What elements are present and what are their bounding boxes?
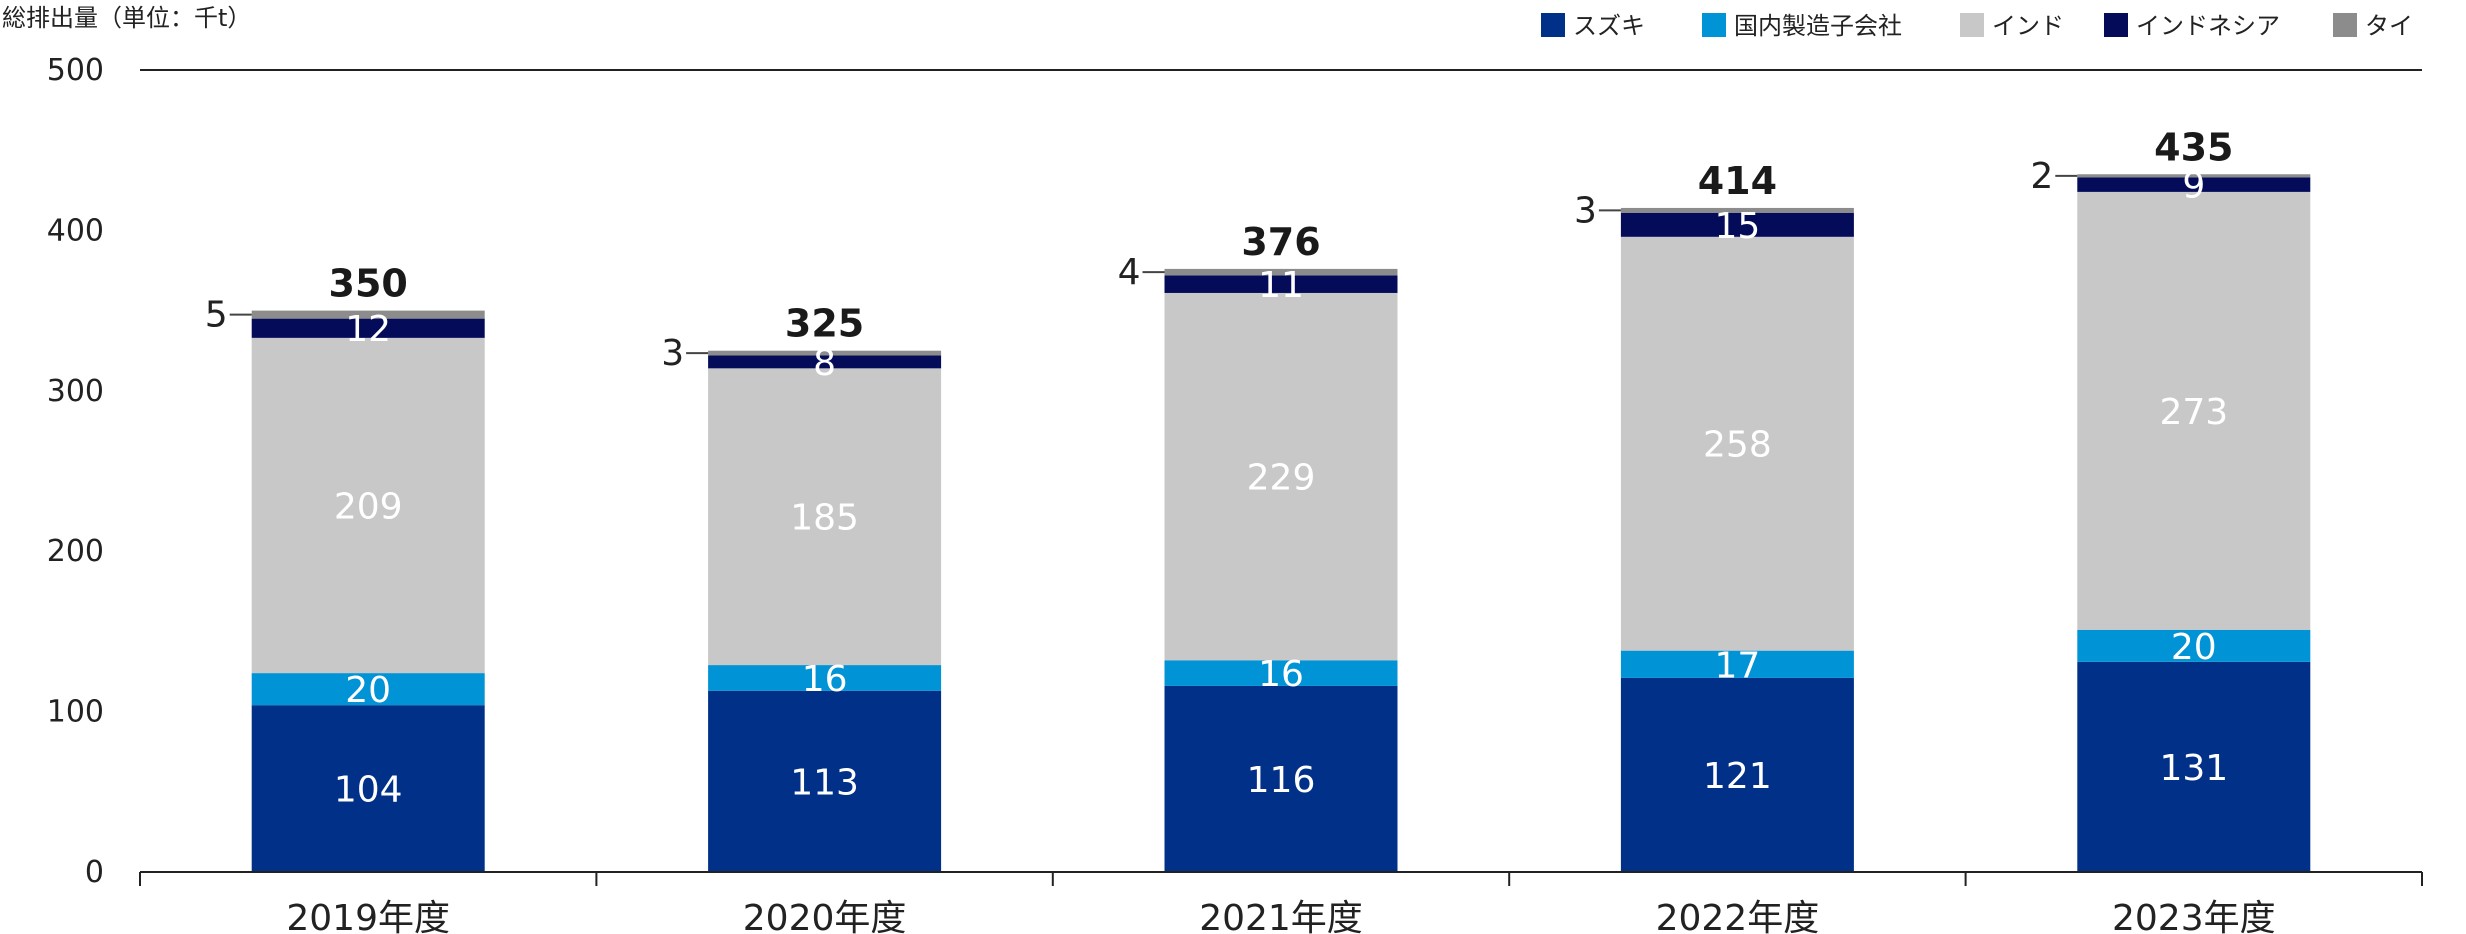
- legend-item: タイ: [2333, 12, 2413, 40]
- legend-swatch: [1960, 13, 1984, 37]
- data-label: 104: [334, 770, 403, 811]
- x-tick-label: 2021年度: [1199, 898, 1363, 934]
- y-tick-label: 0: [85, 855, 104, 890]
- data-label: 5: [205, 295, 228, 336]
- total-label: 325: [785, 302, 864, 346]
- bar-segment: [2077, 191, 2311, 630]
- total-label: 414: [1698, 159, 1777, 203]
- bar-segment: [1620, 677, 1854, 872]
- bar-segment: [1164, 292, 1398, 661]
- total-label: 435: [2154, 125, 2233, 169]
- x-tick-label: 2019年度: [286, 898, 450, 934]
- legend-label: スズキ: [1573, 12, 1645, 40]
- data-label: 11: [1258, 265, 1304, 306]
- legend-swatch: [2333, 13, 2357, 37]
- bar-segment: [251, 705, 485, 872]
- y-tick-label: 300: [47, 374, 104, 409]
- legend-item: インド: [1960, 12, 2064, 40]
- total-label: 376: [1241, 220, 1320, 264]
- bar-segment: [1164, 268, 1398, 276]
- bar-segment: [1164, 660, 1398, 686]
- bar-segment: [708, 350, 942, 356]
- x-tick-label: 2020年度: [743, 898, 907, 934]
- data-label: 16: [802, 659, 848, 700]
- bar-stack: 104 20 209 12 5 350: [205, 262, 485, 872]
- bar-stack: 131 20 273 9 2 435: [2030, 125, 2311, 872]
- data-label: 16: [1258, 654, 1304, 695]
- data-label: 2: [2030, 156, 2053, 197]
- bar-segment: [251, 310, 485, 319]
- bar-segment: [2077, 661, 2311, 872]
- y-tick-label: 100: [47, 695, 104, 730]
- bar-segment: [251, 673, 485, 706]
- bar-segment: [708, 690, 942, 872]
- y-axis: 0 100 200 300 400 500: [47, 53, 2422, 890]
- data-label: 15: [1714, 206, 1760, 247]
- legend-label: インド: [1992, 12, 2064, 40]
- bar-segment: [251, 318, 485, 338]
- data-label: 17: [1714, 645, 1760, 686]
- data-label: 229: [1247, 458, 1316, 499]
- legend-swatch: [1541, 13, 1565, 37]
- data-label: 131: [2159, 748, 2228, 789]
- bar-stack: 121 17 258 15 3 414: [1574, 159, 1854, 872]
- data-label: 20: [2171, 627, 2217, 668]
- y-axis-title: 総排出量（単位：千t）: [2, 4, 251, 32]
- bar-segment: [708, 368, 942, 666]
- bar-segment: [1620, 236, 1854, 651]
- data-label: 116: [1247, 760, 1316, 801]
- data-label: 121: [1703, 756, 1772, 797]
- data-label: 20: [345, 670, 391, 711]
- bar-segment: [1164, 275, 1398, 293]
- legend-swatch: [1702, 13, 1726, 37]
- bar-segment: [2077, 174, 2311, 178]
- bar-segment: [1164, 685, 1398, 872]
- bar-segment: [251, 337, 485, 674]
- bar-segment: [1620, 212, 1854, 237]
- data-label: 3: [1574, 190, 1597, 231]
- bar-stack: 116 16 229 11 4 376: [1118, 220, 1398, 872]
- legend-label: タイ: [2365, 12, 2413, 40]
- y-tick-label: 500: [47, 53, 104, 88]
- data-label: 113: [790, 762, 859, 803]
- x-axis: 2019年度 2020年度 2021年度 2022年度 2023年度: [139, 871, 2423, 934]
- bars: 1042020912535011316185833251161622911437…: [205, 125, 2311, 872]
- data-label: 258: [1703, 425, 1772, 466]
- bar-segment: [1620, 650, 1854, 678]
- x-tick-label: 2022年度: [1656, 898, 1820, 934]
- data-label: 4: [1118, 252, 1141, 293]
- bar-segment: [2077, 177, 2311, 192]
- data-label: 209: [334, 486, 403, 527]
- legend-swatch: [2104, 13, 2128, 37]
- data-label: 185: [790, 498, 859, 539]
- data-label: 12: [345, 309, 391, 350]
- bar-stack: 113 16 185 8 3 325: [661, 302, 942, 872]
- legend: スズキ 国内製造子会社 インド インドネシア タイ: [1541, 12, 2413, 40]
- legend-item: インドネシア: [2104, 12, 2280, 40]
- x-tick-label: 2023年度: [2112, 898, 2276, 934]
- legend-label: インドネシア: [2136, 12, 2280, 40]
- y-tick-label: 200: [47, 534, 104, 569]
- y-tick-label: 400: [47, 213, 104, 248]
- bar-segment: [708, 355, 942, 369]
- data-label: 8: [813, 343, 836, 384]
- data-label: 273: [2159, 392, 2228, 433]
- data-label: 9: [2182, 166, 2205, 207]
- bar-segment: [2077, 629, 2311, 662]
- legend-item: 国内製造子会社: [1702, 12, 1902, 40]
- data-label: 3: [661, 333, 684, 374]
- total-label: 350: [329, 262, 408, 306]
- bar-segment: [1620, 207, 1854, 213]
- legend-item: スズキ: [1541, 12, 1645, 40]
- bar-segment: [708, 665, 942, 691]
- legend-label: 国内製造子会社: [1734, 12, 1902, 40]
